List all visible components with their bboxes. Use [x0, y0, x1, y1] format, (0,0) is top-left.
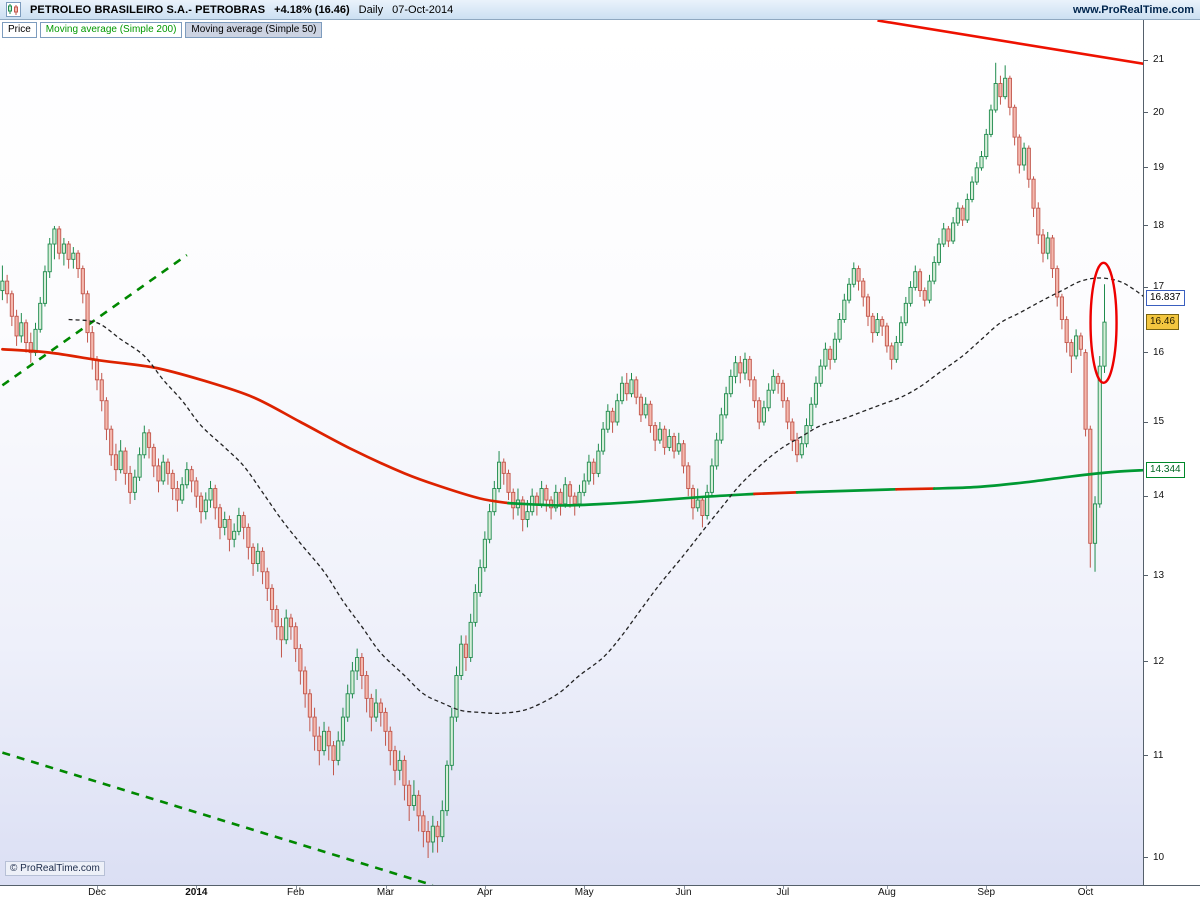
ma50-line	[68, 277, 1143, 715]
month-label: 2014	[185, 887, 208, 898]
axis-tick	[1144, 495, 1148, 497]
candlestick-chart-icon	[6, 2, 21, 17]
highlight-ellipse	[1089, 261, 1118, 384]
price-tag-ma200: 14.344	[1146, 462, 1185, 479]
axis-tick-label: 17	[1153, 281, 1165, 293]
price-tag-last: 16.46	[1146, 314, 1180, 331]
instrument-title: PETROLEO BRASILEIRO S.A.- PETROBRAS	[30, 3, 266, 16]
copyright-watermark: © ProRealTime.com	[5, 861, 105, 876]
axis-tick-label: 12	[1153, 655, 1165, 667]
axis-tick	[1144, 755, 1148, 756]
axis-tick-label: 13	[1153, 569, 1165, 581]
axis-tick-label: 10	[1153, 851, 1165, 863]
axis-tick-label: 20	[1153, 106, 1165, 118]
month-label: Dec	[88, 887, 106, 898]
axis-tick	[1144, 661, 1148, 663]
axis-tick	[1144, 575, 1148, 577]
candles-layer	[0, 62, 1107, 858]
axis-tick-label: 19	[1153, 161, 1165, 173]
trendline	[877, 20, 1143, 65]
month-tick	[484, 886, 486, 889]
month-tick	[1085, 886, 1087, 889]
indicator-button-price[interactable]: Price	[2, 22, 37, 38]
price-axis[interactable]: 10 11 12 13 14 15 16 17 18 19 20 21 16.837 16.46 14.34…	[1143, 20, 1200, 885]
ma200-line	[1, 347, 1143, 507]
price-tag-ma50: 16.837	[1146, 289, 1185, 306]
axis-tick	[1144, 59, 1148, 61]
trendline	[2, 751, 434, 885]
axis-tick	[1144, 352, 1148, 354]
trendline	[1, 253, 188, 387]
axis-tick	[1144, 286, 1148, 288]
month-label: Oct	[1077, 887, 1094, 898]
trendlines-layer	[1, 20, 1143, 885]
indicator-toolbar: Price Moving average (Simple 200) Moving a…	[2, 22, 323, 38]
month-tick	[782, 886, 784, 889]
chart-header: PETROLEO BRASILEIRO S.A.- PETROBRAS +4.1…	[0, 0, 1200, 20]
axis-tick	[1144, 112, 1148, 114]
axis-tick-label: 14	[1153, 490, 1165, 502]
month-tick	[385, 886, 387, 889]
price-chart[interactable]	[0, 20, 1143, 885]
price-change: +4.18% (16.46)	[274, 3, 350, 16]
axis-tick	[1144, 167, 1148, 169]
month-tick	[97, 886, 98, 889]
month-label: Aug	[878, 887, 896, 898]
month-label: Mar	[376, 887, 395, 898]
axis-tick-label: 21	[1153, 54, 1165, 66]
axis-tick-label: 11	[1153, 749, 1164, 761]
axis-tick	[1144, 421, 1148, 423]
month-tick	[986, 886, 988, 889]
month-label: Sep	[977, 887, 996, 898]
indicator-button-moving-average-simple-50-[interactable]: Moving average (Simple 50)	[185, 22, 323, 38]
month-tick	[886, 886, 888, 889]
month-label: Feb	[287, 887, 305, 898]
axis-tick	[1144, 225, 1148, 227]
chart-plot-area[interactable]: Price Moving average (Simple 200) Moving a…	[0, 20, 1143, 885]
timeframe-label: Daily	[358, 3, 384, 16]
session-date: 07-Oct-2014	[392, 3, 454, 16]
axis-tick-label: 15	[1153, 416, 1165, 427]
time-axis[interactable]: Dec 2014 Feb Mar Apr May Jun Jul Aug Sep Oct	[0, 885, 1200, 900]
month-tick	[196, 886, 198, 889]
month-label: May	[574, 887, 594, 898]
month-tick	[683, 886, 685, 889]
indicator-button-moving-average-simple-200-[interactable]: Moving average (Simple 200)	[39, 22, 183, 38]
axis-tick-label: 18	[1153, 219, 1165, 231]
month-label: Apr	[477, 887, 493, 898]
month-label: Jul	[776, 887, 790, 898]
month-tick	[295, 886, 297, 889]
month-label: Jun	[675, 887, 692, 898]
axis-tick	[1144, 857, 1148, 859]
month-tick	[584, 886, 586, 889]
prorealtime-link[interactable]: www.ProRealTime.com	[1072, 3, 1194, 16]
axis-tick-label: 16	[1153, 346, 1165, 358]
